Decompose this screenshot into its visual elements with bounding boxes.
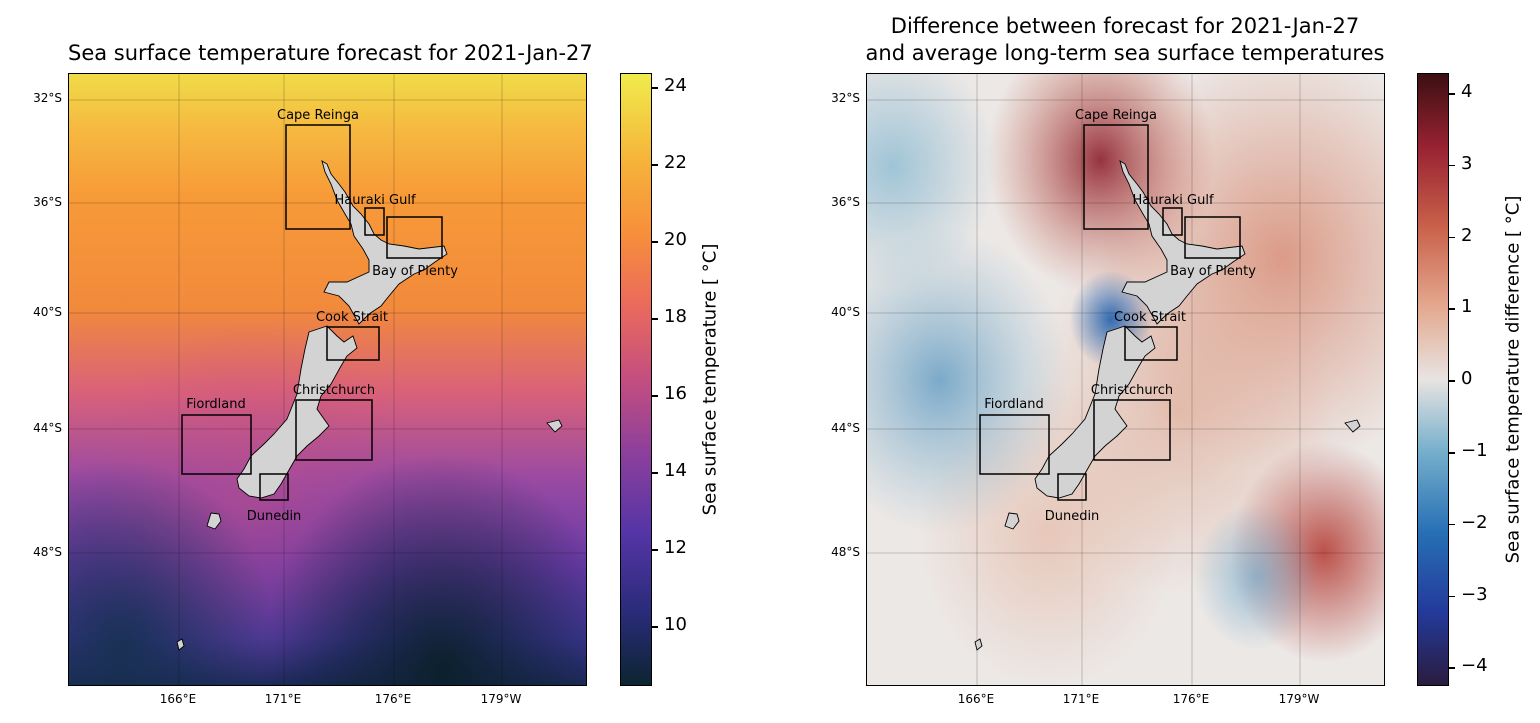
sst-colorbar-label: Sea surface temperature [ °C] (699, 243, 721, 516)
sst-difference-tick-label: 4 (1461, 81, 1473, 102)
graticule (867, 74, 1384, 685)
sst-tick-mark (652, 549, 658, 551)
cook-strait-label: Cook Strait (316, 310, 388, 325)
right-lon-176e: 176°E (1172, 692, 1210, 706)
sst-difference-tick-mark (1449, 380, 1455, 382)
new-zealand-land (974, 160, 1361, 651)
left-lon-166e: 166°E (159, 692, 197, 706)
hauraki-gulf-label: Hauraki Gulf (1132, 193, 1213, 208)
graticule (69, 74, 586, 685)
cook-strait-box (1124, 326, 1178, 361)
region-boxes (979, 124, 1241, 501)
right-lon-166e: 166°E (957, 692, 995, 706)
sst-difference-tick-mark (1449, 452, 1455, 454)
left-lat-48s: 48°S (33, 545, 62, 559)
right-lat-32s: 32°S (831, 91, 860, 105)
hauraki-gulf-box (1162, 207, 1183, 236)
sst-tick-mark (652, 164, 658, 166)
sst-tick-mark (652, 87, 658, 89)
sst-forecast-canvas: Cape Reinga Hauraki Gulf Bay of Plenty C… (69, 74, 586, 685)
hauraki-gulf-label: Hauraki Gulf (334, 193, 415, 208)
sst-difference-tick-label: −1 (1461, 440, 1488, 461)
bay-of-plenty-box (1184, 216, 1241, 259)
left-lon-171e: 171°E (264, 692, 302, 706)
sst-tick-mark (652, 318, 658, 320)
sst-tick-label: 16 (664, 383, 687, 404)
sst-tick-label: 14 (664, 460, 687, 481)
sst-difference-map: Cape Reinga Hauraki Gulf Bay of Plenty C… (866, 73, 1385, 686)
left-lon-176e: 176°E (374, 692, 412, 706)
cape-reinga-box (1083, 124, 1149, 230)
sst-tick-label: 22 (664, 152, 687, 173)
sst-difference-colorbar (1417, 73, 1449, 686)
sst-difference-colorbar-label: Sea surface temperature difference [ °C] (1502, 195, 1524, 564)
hauraki-gulf-box (364, 207, 385, 236)
sst-difference-tick-label: −4 (1461, 655, 1488, 677)
sst-difference-tick-mark (1449, 595, 1455, 598)
right-map-title-line1: Difference between forecast for 2021-Jan… (890, 14, 1360, 38)
sst-tick-label: 24 (664, 75, 687, 96)
christchurch-label: Christchurch (293, 383, 375, 398)
sst-difference-tick-mark (1449, 93, 1455, 95)
dunedin-label: Dunedin (247, 509, 302, 524)
sst-tick-mark (652, 395, 658, 397)
dunedin-box (1057, 473, 1087, 501)
fiordland-label: Fiordland (186, 397, 246, 412)
right-lat-36s: 36°S (831, 195, 860, 209)
christchurch-box (295, 399, 373, 461)
right-map-title-line2: and average long-term sea surface temper… (865, 41, 1385, 65)
sst-difference-tick-mark (1449, 236, 1455, 239)
left-lat-40s: 40°S (33, 305, 62, 319)
cape-reinga-box (285, 124, 351, 230)
dunedin-label: Dunedin (1045, 509, 1100, 524)
sst-difference-tick-mark (1449, 308, 1455, 310)
christchurch-label: Christchurch (1091, 383, 1173, 398)
sst-difference-tick-label: −2 (1461, 511, 1488, 533)
left-map-title: Sea surface temperature forecast for 202… (68, 41, 593, 65)
sst-tick-mark (652, 472, 658, 474)
sst-difference-tick-label: 0 (1461, 368, 1473, 390)
fiordland-box (181, 414, 252, 475)
right-lat-40s: 40°S (831, 305, 860, 319)
bay-of-plenty-box (386, 216, 443, 259)
sst-tick-mark (652, 241, 658, 243)
bay-of-plenty-label: Bay of Plenty (1170, 264, 1256, 279)
cape-reinga-label: Cape Reinga (1075, 108, 1157, 123)
sst-colorbar (620, 73, 652, 686)
fiordland-box (979, 414, 1050, 475)
sst-difference-tick-mark (1449, 667, 1455, 669)
region-boxes (181, 124, 443, 501)
left-lat-36s: 36°S (33, 195, 62, 209)
cook-strait-label: Cook Strait (1114, 310, 1186, 325)
sst-difference-canvas: Cape Reinga Hauraki Gulf Bay of Plenty C… (867, 74, 1384, 685)
sst-difference-tick-mark (1449, 523, 1455, 526)
sst-difference-tick-mark (1449, 164, 1455, 167)
bay-of-plenty-label: Bay of Plenty (372, 264, 458, 279)
sst-difference-tick-label: 2 (1461, 224, 1473, 246)
right-lat-44s: 44°S (831, 421, 860, 435)
cook-strait-box (326, 326, 380, 361)
sst-difference-tick-label: 1 (1461, 296, 1473, 318)
left-lon-179w: 179°W (480, 692, 522, 706)
sst-tick-label: 18 (664, 306, 687, 327)
dunedin-box (259, 473, 289, 501)
sst-forecast-map: Cape Reinga Hauraki Gulf Bay of Plenty C… (68, 73, 587, 686)
right-lat-48s: 48°S (831, 545, 860, 559)
sst-difference-tick-label: −3 (1461, 583, 1488, 605)
sst-tick-label: 10 (664, 614, 687, 635)
sst-tick-mark (652, 626, 658, 628)
sst-tick-label: 20 (664, 229, 687, 250)
fiordland-label: Fiordland (984, 397, 1044, 412)
right-lon-171e: 171°E (1062, 692, 1100, 706)
right-lon-179w: 179°W (1278, 692, 1320, 706)
cape-reinga-label: Cape Reinga (277, 108, 359, 123)
christchurch-box (1093, 399, 1171, 461)
left-lat-44s: 44°S (33, 421, 62, 435)
sst-difference-tick-label: 3 (1461, 152, 1473, 174)
sst-tick-label: 12 (664, 537, 687, 558)
left-lat-32s: 32°S (33, 91, 62, 105)
